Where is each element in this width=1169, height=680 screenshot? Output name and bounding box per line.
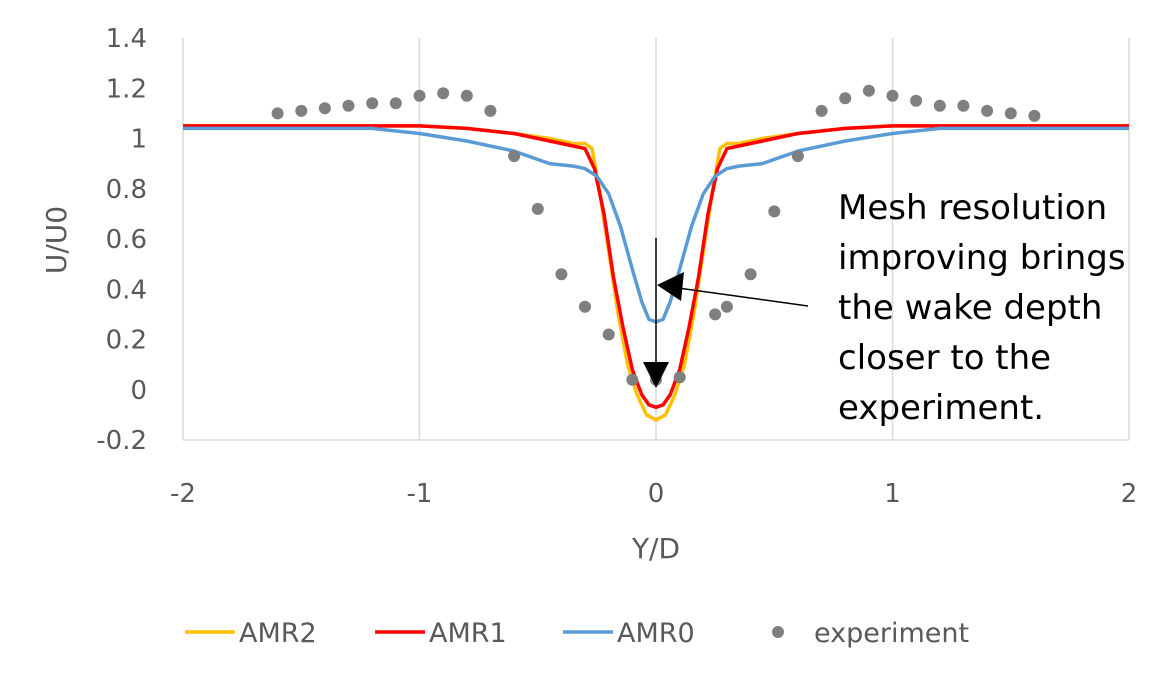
y-tick-label: -0.2 [96,426,147,456]
annotation: Mesh resolution improving brings the wak… [838,188,1126,428]
data-point-experiment [957,99,970,112]
legend-label-amr1: AMR1 [429,618,507,649]
data-point-experiment [437,87,450,100]
data-point-experiment [709,308,722,321]
y-axis-title: U/U0 [40,206,73,274]
annotation-line-1: Mesh resolution [838,188,1107,228]
series-line-amr1 [183,124,1129,410]
legend-label-amr0: AMR0 [617,618,695,649]
y-tick-label: 1.4 [106,24,147,54]
axes: Y/D U/U0 -2 -1 0 1 2 1.4 1.2 1 0.8 0.6 0.4 0.2 0 -0.2 [40,24,1137,565]
plot-area [183,84,1129,422]
y-tick-label: 1.2 [106,74,147,104]
vertical-arrow-head [643,362,669,388]
data-point-experiment [484,104,497,117]
data-point-experiment [626,373,639,386]
data-point-experiment [981,104,994,117]
data-point-experiment [318,102,331,115]
x-tick-label: 0 [648,479,665,509]
data-point-experiment [366,97,379,110]
pointer-arrow-head [657,272,684,301]
annotation-line-3: the wake depth [838,288,1102,328]
data-point-experiment [744,268,757,281]
x-tick-label: 1 [884,479,901,509]
y-tick-label: 0 [130,376,147,406]
data-point-experiment [555,268,568,281]
x-tick-label: -1 [407,479,433,509]
legend: AMR2 AMR1 AMR0 experiment [185,618,969,649]
y-tick-label: 0.2 [106,326,147,356]
x-axis-title: Y/D [631,532,680,565]
data-point-experiment [839,92,852,105]
annotation-line-5: experiment. [838,388,1044,428]
y-tick-label: 0.4 [106,275,147,305]
data-point-experiment [791,150,804,163]
x-tick-label: -2 [170,479,196,509]
data-point-experiment [531,202,544,215]
data-point-experiment [1004,107,1017,120]
data-point-experiment [460,89,473,102]
data-point-experiment [1028,109,1041,122]
y-tick-label: 0.8 [106,175,147,205]
data-point-experiment [602,328,615,341]
data-point-experiment [271,107,284,120]
data-point-experiment [413,89,426,102]
data-point-experiment [815,104,828,117]
data-point-experiment [768,205,781,218]
data-point-experiment [579,300,591,313]
annotation-line-4: closer to the [838,338,1051,378]
legend-label-amr2: AMR2 [239,618,317,649]
annotation-arrows [643,238,809,388]
annotation-line-2: improving brings [838,238,1126,278]
data-point-experiment [933,99,946,112]
legend-swatch-experiment [772,626,784,638]
x-tick-label: 2 [1121,479,1138,509]
data-point-experiment [886,89,899,102]
y-tick-label: 1 [130,125,147,155]
data-point-experiment [862,84,875,97]
data-point-experiment [910,94,923,107]
data-point-experiment [389,97,402,110]
data-point-experiment [508,150,521,163]
legend-label-experiment: experiment [814,618,969,649]
data-point-experiment [342,99,355,112]
data-point-experiment [295,104,308,117]
data-point-experiment [673,371,686,384]
data-point-experiment [720,300,733,313]
series-line-amr2 [183,124,1129,422]
pointer-arrow-line [677,287,809,307]
y-tick-label: 0.6 [106,225,147,255]
